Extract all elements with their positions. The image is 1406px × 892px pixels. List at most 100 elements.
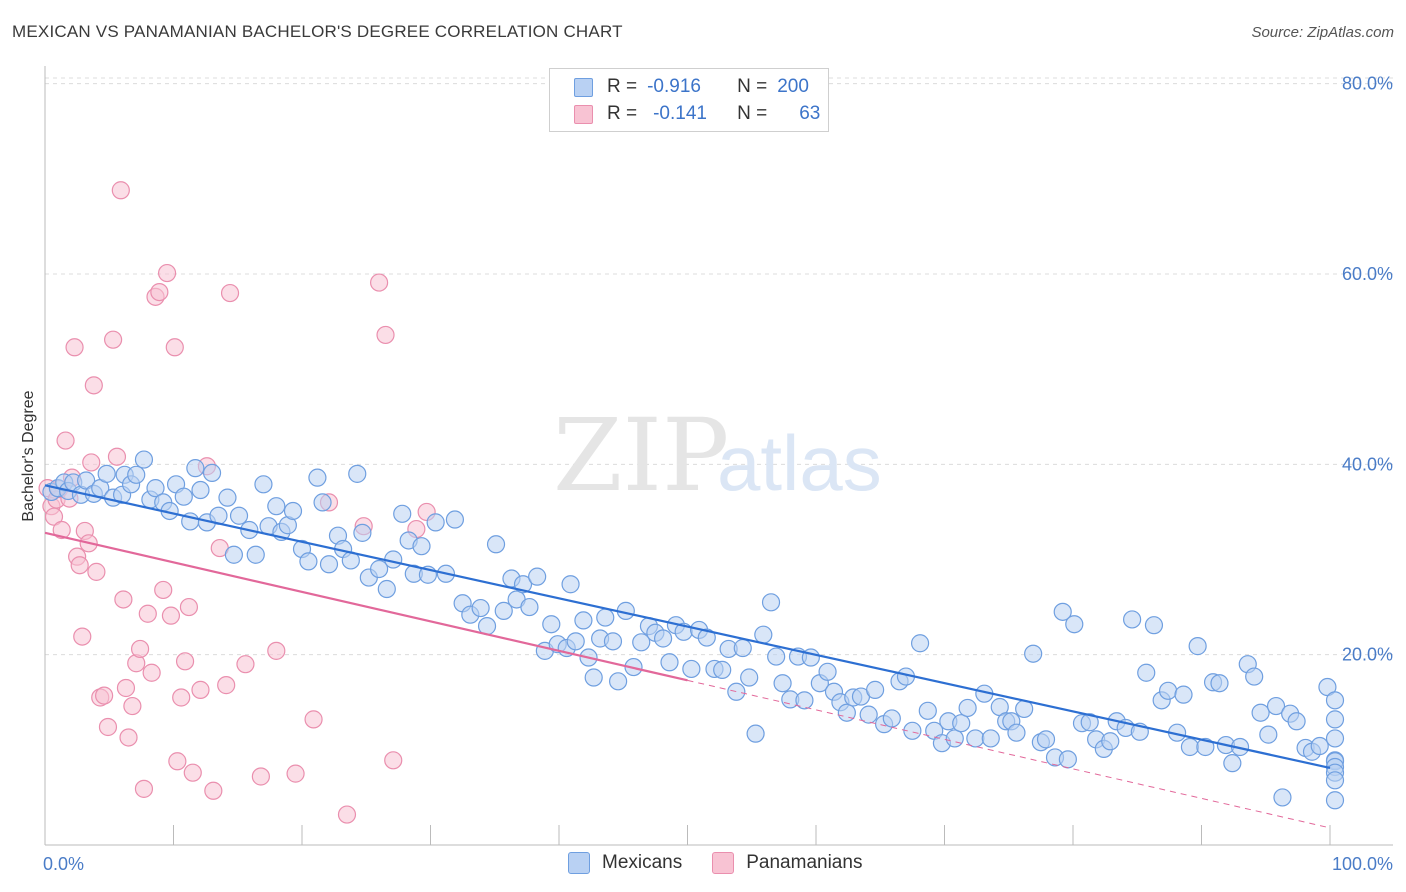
mexican-point (740, 668, 759, 687)
mexican-point (1007, 723, 1026, 742)
mexican-point (1196, 737, 1215, 757)
mexican-point (866, 680, 885, 699)
mexican-point (653, 629, 673, 648)
mexican-point (660, 653, 679, 672)
panamanian-point (370, 273, 389, 292)
mexican-point (1287, 712, 1306, 731)
mexican-point (1123, 610, 1142, 629)
legend-n-label: N = (737, 103, 768, 124)
panamanian-point (134, 779, 154, 798)
panamanian-point (119, 728, 138, 747)
mexican-point (1325, 729, 1345, 748)
mexican-point (1036, 730, 1056, 749)
mexican-point (981, 729, 1000, 748)
panamanian-point (107, 447, 127, 466)
mexican-point (603, 632, 623, 651)
mexican-point (945, 729, 964, 748)
legend-item-panamanians[interactable]: Panamanians (712, 852, 862, 874)
mexican-point (267, 497, 286, 516)
mexican-point (1101, 732, 1120, 751)
mexican-point (882, 709, 901, 728)
panamanian-point (142, 663, 161, 682)
panamanian-point (183, 763, 202, 782)
mexican-point (520, 597, 539, 617)
mexicans-legend-label: Mexicans (602, 852, 683, 873)
legend-item-mexicans[interactable]: Mexicans (568, 852, 682, 874)
mexican-point (542, 615, 561, 634)
legend-n-value: 63 (799, 103, 821, 124)
panamanian-point (304, 710, 323, 729)
mexican-point (727, 682, 746, 701)
watermark-atlas: atlas (717, 419, 882, 507)
panamanian-point (70, 556, 89, 575)
panamanian-point (82, 453, 101, 472)
panamanian-point (65, 338, 84, 357)
mexican-point (1058, 750, 1077, 769)
mexican-point (486, 535, 506, 554)
mexican-point (1310, 736, 1329, 756)
tick-labels: 20.0% 40.0% 60.0% 80.0% 0.0% 100.0% (43, 74, 1393, 874)
mexican-point (561, 575, 580, 594)
mexican-point (202, 463, 222, 483)
legend-n-value: 200 (777, 76, 809, 97)
mexican-point (1188, 637, 1207, 656)
legend-r-value: -0.141 (653, 103, 707, 124)
mexican-point (584, 668, 603, 687)
series-legend: Mexicans Panamanians (568, 852, 892, 874)
mexican-point (471, 598, 490, 618)
legend-row-mexicans: R = -0.916 N = 200 (574, 75, 809, 99)
panamanian-point (165, 338, 184, 357)
panamanian-point (217, 676, 236, 695)
panamanian-point (161, 606, 181, 625)
mexican-point (682, 659, 701, 679)
mexicans-swatch (574, 77, 593, 97)
panamanians-swatch (574, 104, 593, 124)
mexican-point (966, 729, 985, 748)
mexican-point (952, 714, 971, 733)
panamanian-point (168, 752, 187, 771)
mexican-point (134, 450, 154, 469)
panamanian-point (220, 283, 240, 303)
mexican-point (1180, 737, 1200, 757)
mexican-point (254, 475, 273, 494)
panamanian-point (236, 655, 255, 674)
mexican-point (393, 504, 412, 523)
mexican-point (283, 501, 303, 521)
panamanians-legend-label: Panamanians (746, 852, 863, 873)
legend-n-label: N = (737, 76, 768, 97)
mexican-point (910, 634, 930, 653)
mexican-point (795, 691, 814, 710)
panamanian-point (204, 781, 223, 800)
y-tick-label: 40.0% (1342, 454, 1393, 474)
panamanian-point (172, 688, 191, 707)
mexican-point (353, 523, 372, 542)
mexican-point (313, 493, 332, 512)
mexican-point (97, 464, 116, 483)
panamanian-point (114, 590, 133, 609)
panamanian-point (130, 639, 150, 659)
mexican-point (1266, 696, 1286, 716)
mexican-point (445, 510, 465, 529)
panamanian-point (98, 717, 118, 737)
panamanian-point (104, 330, 123, 349)
watermark-zip: ZIP (553, 397, 729, 514)
panamanian-point (56, 431, 75, 450)
mexican-point (186, 459, 205, 478)
mexican-point (1080, 713, 1099, 732)
mexican-point (1251, 703, 1270, 722)
panamanian-point (123, 696, 142, 716)
mexican-point (308, 468, 327, 487)
mexican-point (1024, 644, 1043, 663)
mexican-point (1223, 754, 1242, 773)
grid-lines (45, 77, 1393, 656)
panamanian-point (267, 641, 286, 660)
legend-r-label: R = (607, 103, 638, 124)
mexican-point (609, 672, 628, 691)
mexicans-legend-swatch (568, 852, 590, 874)
mexican-point (191, 480, 210, 500)
mexican-point (859, 705, 878, 724)
panamanian-point (384, 751, 403, 770)
panamanian-point (191, 680, 210, 699)
mexican-point (229, 506, 249, 525)
mexican-point (426, 513, 445, 532)
